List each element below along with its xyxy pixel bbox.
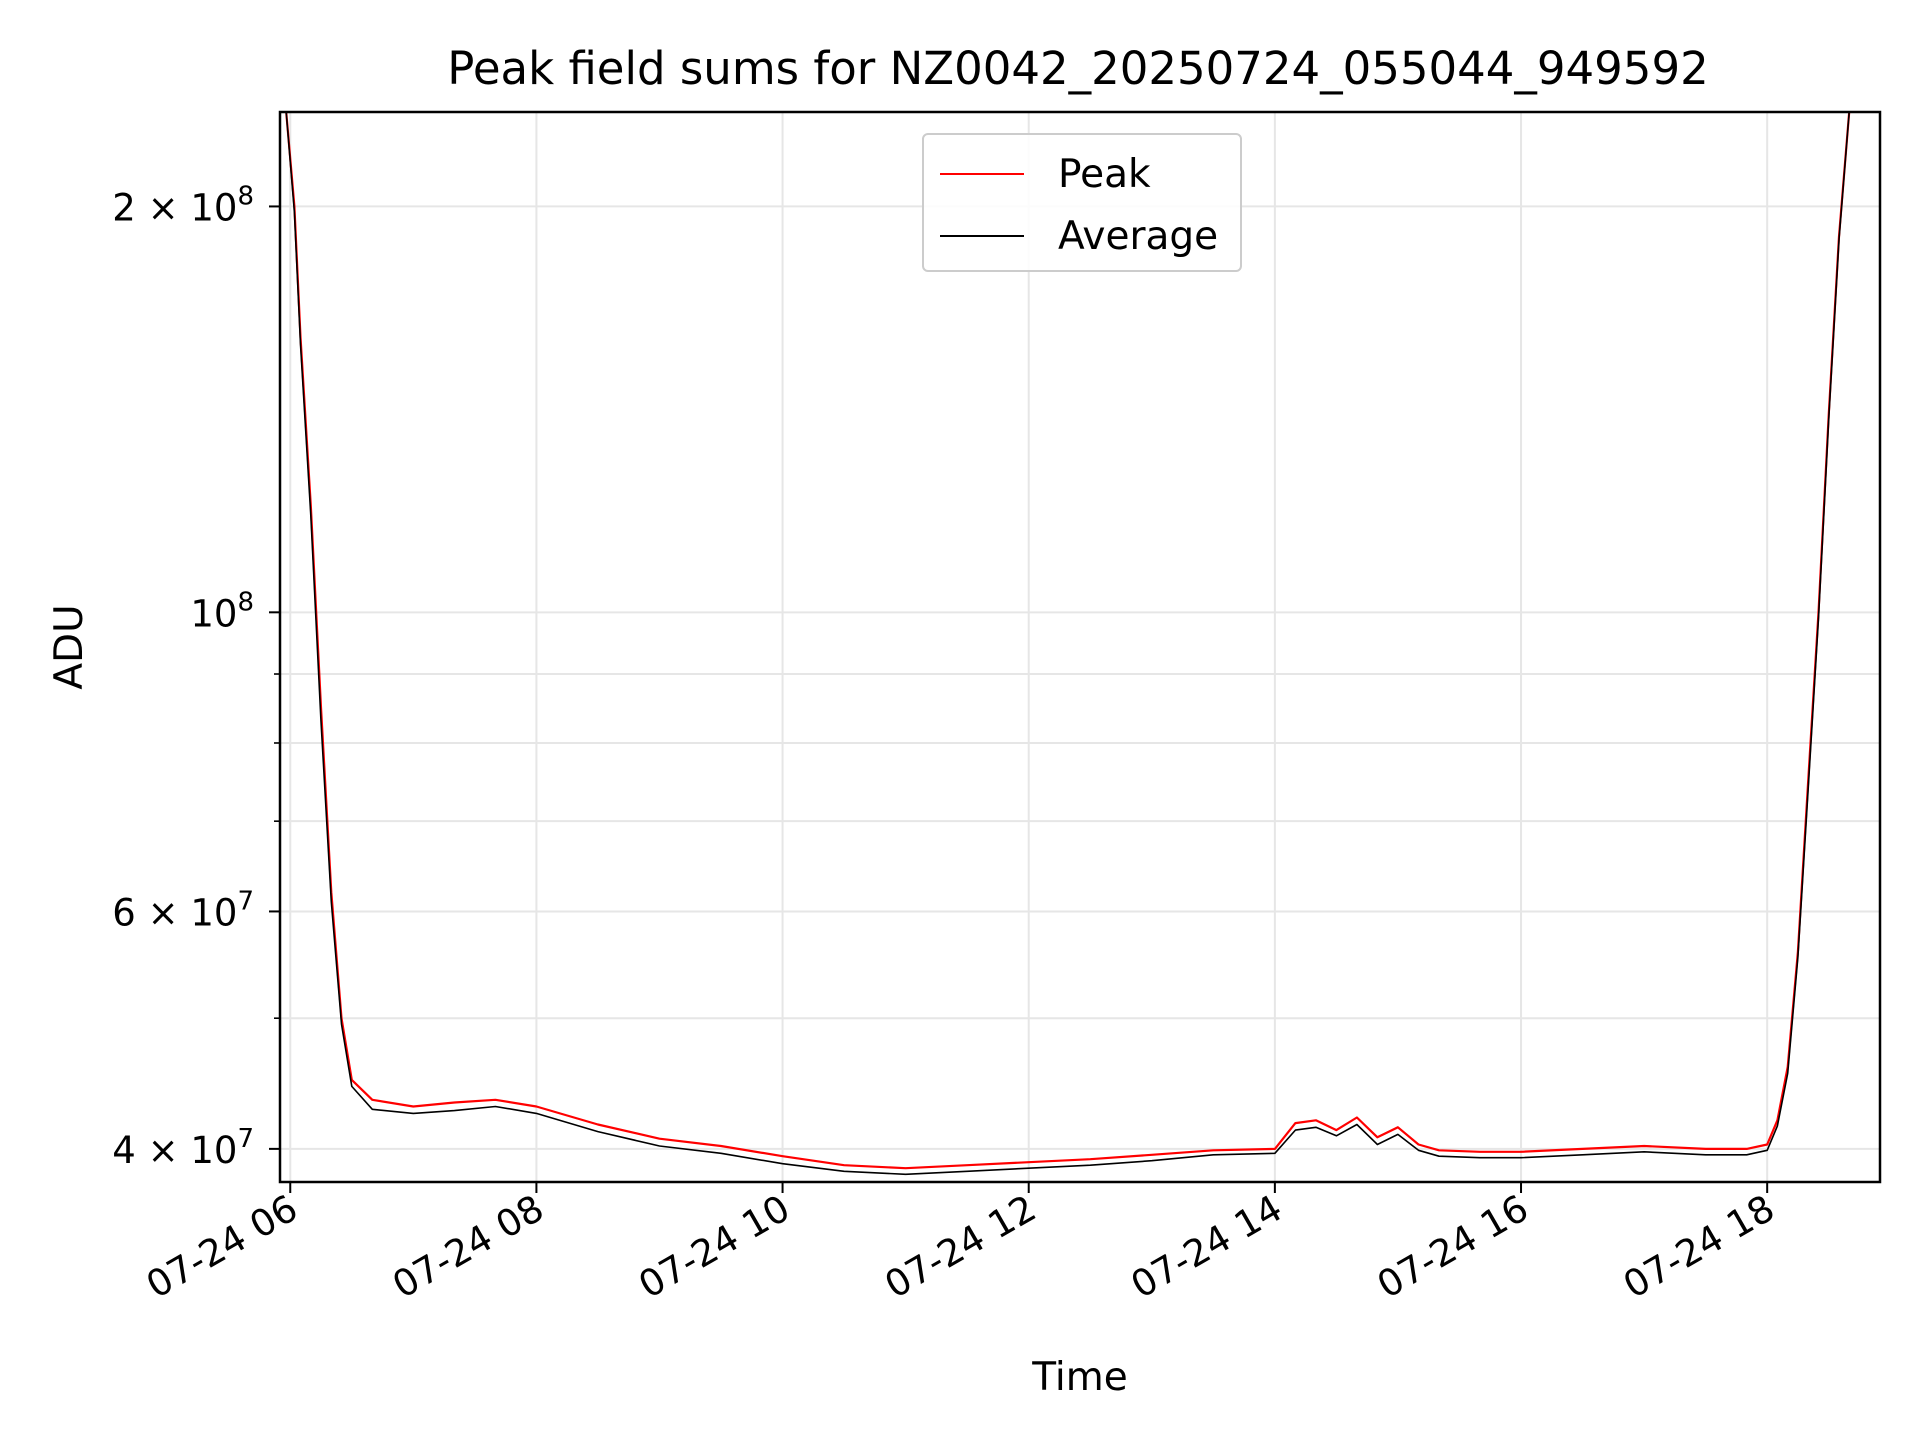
x-tick-label: 07-24 08 [385, 1187, 551, 1307]
legend-entry-peak: Peak [940, 151, 1151, 197]
x-tick-label: 07-24 06 [139, 1187, 305, 1307]
legend-entry-average: Average [940, 213, 1219, 259]
chart-title: Peak field sums for NZ0042_20250724_0550… [447, 42, 1708, 95]
y-axis-label: ADU [47, 604, 92, 689]
series-layer [285, 111, 1851, 1176]
y-tick-exponent: 8 [237, 587, 254, 617]
legend-swatch-peak [940, 173, 1024, 175]
y-tick-exponent: 8 [237, 181, 254, 211]
y-tick-label: 6 × 107 [112, 886, 254, 934]
y-tick-label: 108 [190, 587, 254, 635]
y-tick-mantissa: 2 × 10 [112, 186, 237, 229]
y-tick-mantissa: 4 × 10 [112, 1129, 237, 1172]
x-tick-label: 07-24 16 [1370, 1187, 1536, 1307]
series-line-peak [285, 111, 1851, 1170]
x-tick-label: 07-24 12 [878, 1187, 1044, 1307]
y-tick-mantissa: 10 [190, 592, 237, 635]
y-tick-label: 4 × 107 [112, 1124, 254, 1172]
plot-frame [278, 110, 1882, 1184]
legend-label-average: Average [1058, 213, 1219, 259]
legend: Peak Average [922, 133, 1242, 272]
x-axis-label: Time [1031, 1355, 1127, 1400]
y-tick-exponent: 7 [237, 1124, 254, 1154]
y-tick-exponent: 7 [237, 886, 254, 916]
x-tick-label: 07-24 18 [1616, 1187, 1782, 1307]
series-line-average [285, 111, 1850, 1176]
y-tick-mantissa: 6 × 10 [112, 891, 237, 934]
x-tick-label: 07-24 14 [1124, 1187, 1290, 1307]
y-tick-label: 2 × 108 [112, 181, 254, 229]
x-tick-label: 07-24 10 [631, 1187, 797, 1307]
legend-swatch-average [940, 235, 1024, 237]
grid-layer [280, 112, 1880, 1182]
legend-label-peak: Peak [1058, 151, 1151, 197]
